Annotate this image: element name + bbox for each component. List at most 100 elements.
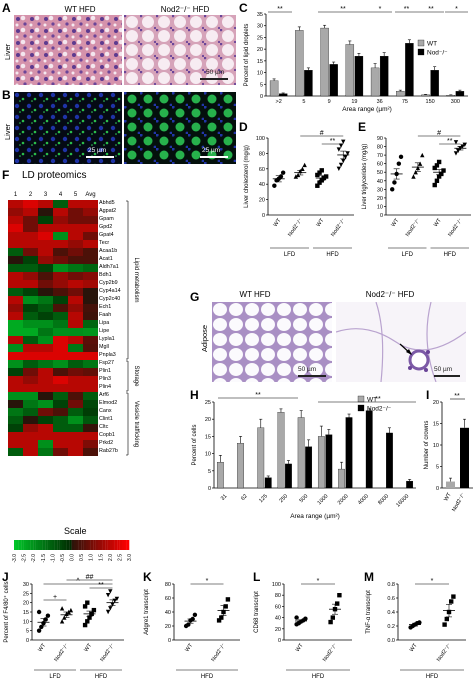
heatmap-scale-tick-label: 0.0 (70, 554, 76, 561)
chart-c-x-tick-label: 9 (328, 99, 331, 105)
chart-e-y-axis-label: Liver triglycerides (mg/g) (362, 144, 368, 210)
chart-j-point (82, 604, 88, 609)
chart-e-y-tick-label: 40 (377, 179, 383, 185)
heatmap-cell (8, 232, 23, 240)
heatmap-cell (53, 208, 68, 216)
heatmap-cell (68, 368, 83, 376)
scale-label-g-left: 50 µm (298, 366, 317, 373)
chart-d-point (302, 162, 307, 168)
heatmap-cell (83, 264, 98, 272)
heatmap-column-label: 3 (44, 192, 48, 198)
chart-m-point (449, 599, 454, 604)
heatmap-cell (38, 352, 53, 360)
heatmap-cell (38, 264, 53, 272)
heatmap-cell (83, 240, 98, 248)
chart-c-bar-wt (269, 80, 279, 97)
heatmap-cell (83, 448, 98, 456)
heatmap-cell (38, 232, 53, 240)
heatmap-scale-cell (26, 540, 29, 550)
chart-j-point (108, 606, 113, 611)
chart-c-legend-swatch (417, 48, 425, 56)
chart-h-x-tick-label: 2000 (337, 493, 350, 506)
heatmap-cell (23, 272, 38, 280)
heatmap-scale-tick-label: -2.0 (31, 554, 37, 563)
panel-label-k: K (143, 570, 152, 584)
panel-label-l: L (253, 570, 261, 584)
heatmap-cell (8, 360, 23, 368)
chart-e-point (398, 154, 404, 160)
heatmap-cell (68, 424, 83, 432)
heatmap-scale-tick-label: 2.0 (108, 554, 114, 561)
heatmap-cell (38, 432, 53, 440)
chart-d-diet-label: LFD (284, 252, 296, 258)
chart-c-y-tick-label: 0 (260, 94, 263, 100)
heatmap-cell (8, 200, 23, 208)
chart-e-sig-label: # (437, 130, 441, 137)
heatmap-cell (8, 400, 23, 408)
heatmap-scale-cell (62, 540, 65, 550)
chart-d-sig-label: # (320, 130, 324, 137)
heatmap-cell (83, 288, 98, 296)
chart-e-x-tick-label: Nod2⁻/⁻ (447, 218, 464, 238)
heatmap-cell (83, 296, 98, 304)
chart-l-point (303, 616, 308, 621)
chart-k-y-axis-label: Adgre1 transcript (144, 589, 150, 635)
heatmap-cell (68, 392, 83, 400)
chart-h-x-tick-label: 1000 (317, 493, 330, 506)
heatmap-cell (8, 392, 23, 400)
heatmap-scale-cell (33, 540, 36, 550)
heatmap-cell (53, 320, 68, 328)
chart-l-point (328, 619, 333, 625)
heatmap-scale-cell (124, 540, 127, 550)
heatmap-cell (68, 336, 83, 344)
chart-e-x-tick-label: Nod2⁻/⁻ (405, 218, 422, 238)
chart-l-cd68: 0 20 40 60 80 100 CD68 transcript WT Nod2⁻/⁻ HFD * (254, 578, 352, 680)
heatmap-cell (23, 224, 38, 232)
heatmap-cell (8, 336, 23, 344)
heatmap-cell (53, 280, 68, 288)
scale-bar-g-right (434, 375, 460, 377)
heatmap-cell (38, 400, 53, 408)
heatmap-cell (38, 288, 53, 296)
heatmap-scale-cell (21, 540, 24, 550)
heatmap-scale-cell (54, 540, 58, 550)
heatmap-scale-title: Scale (64, 526, 87, 536)
chart-d-point (338, 143, 344, 148)
heatmap-row-label: Lipa (99, 320, 110, 326)
heatmap-cell (23, 360, 38, 368)
heatmap-cell (68, 208, 83, 216)
heatmap-cell (23, 392, 38, 400)
heatmap-scale-cell (59, 540, 63, 550)
chart-c-bar-ko (354, 56, 364, 97)
heatmap-cell (23, 288, 38, 296)
heatmap-cell (38, 208, 53, 216)
heatmap-cell (83, 416, 98, 424)
heatmap-cell (23, 248, 38, 256)
heatmap-cell (68, 240, 83, 248)
heatmap-cell (53, 240, 68, 248)
heatmap-cell (8, 248, 23, 256)
chart-d-point (317, 180, 322, 185)
chart-h-x-tick-label: 8000 (377, 493, 390, 506)
heatmap-cell (23, 200, 38, 208)
heatmap-cell (8, 208, 23, 216)
chart-h-legend-label: Nod2⁻/⁻ (367, 406, 392, 413)
chart-j-point (68, 607, 74, 613)
chart-h-bar-wt (237, 443, 244, 489)
heatmap-cell (68, 360, 83, 368)
heatmap-scale-cell (50, 540, 53, 550)
chart-h-bar-ko (345, 417, 353, 489)
chart-j-point (59, 619, 65, 624)
chart-c-bar-ko (405, 43, 414, 97)
heatmap-cell (53, 304, 68, 312)
heatmap-row-label: Gpam (99, 216, 114, 222)
chart-m-y-axis-label: TNF-α transcript (366, 590, 372, 634)
chart-j-point (108, 589, 113, 594)
chart-d-y-tick-label: 80 (259, 151, 265, 157)
heatmap-row-label: Rab27b (99, 448, 118, 454)
heatmap-cell (38, 312, 53, 320)
heatmap-scale-cell (35, 540, 39, 550)
heatmap-cell (83, 208, 98, 216)
chart-m-y-tick-label: 0.4 (387, 610, 395, 616)
heatmap-row-label: Lypla1 (99, 336, 115, 342)
